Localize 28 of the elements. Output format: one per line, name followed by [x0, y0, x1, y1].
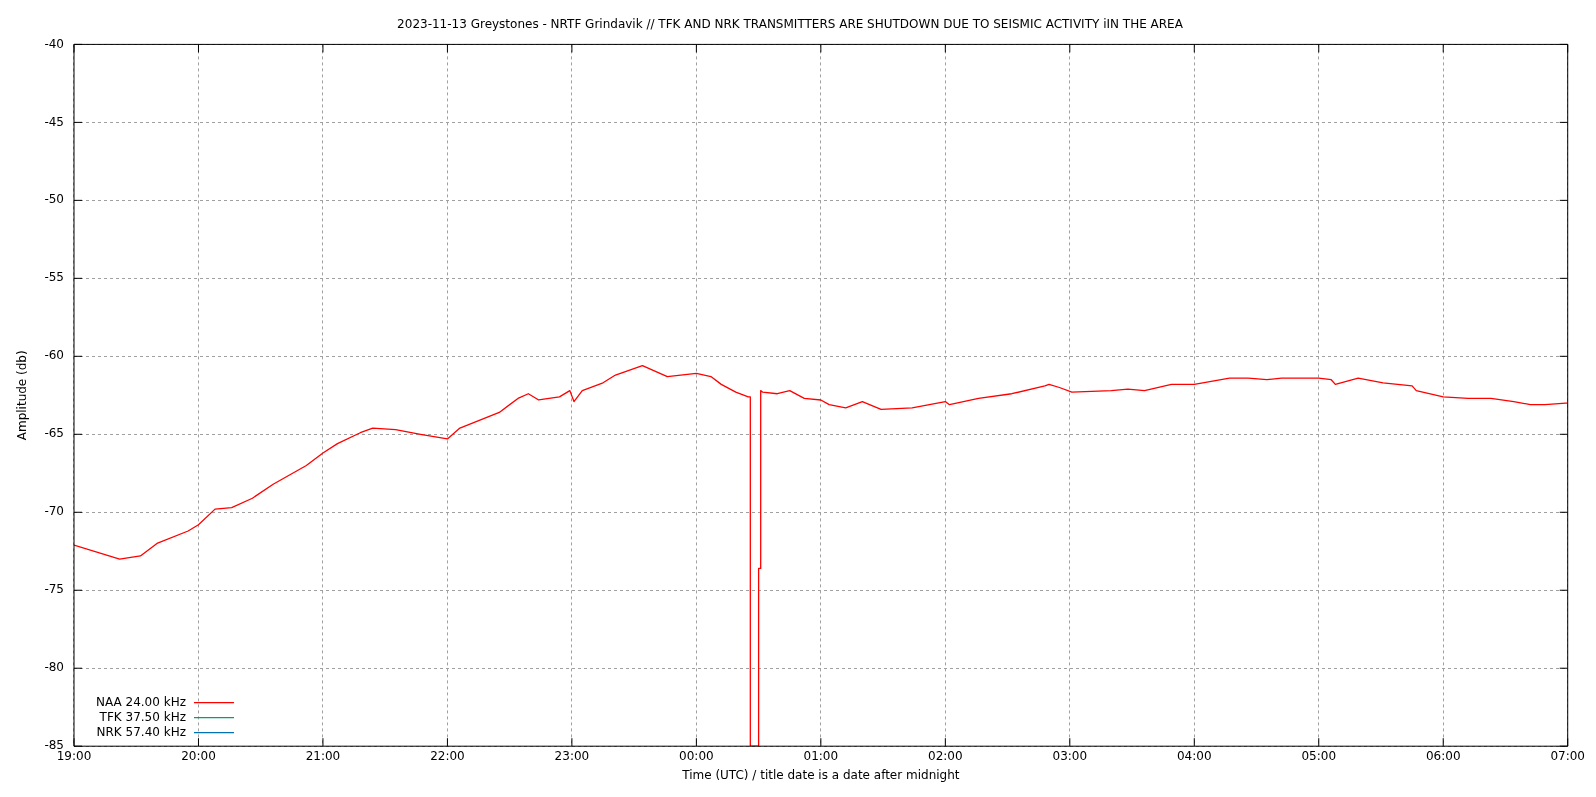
y-tick-label: -45: [44, 114, 64, 129]
x-tick-label: 01:00: [803, 748, 839, 763]
chart-title: 2023-11-13 Greystones - NRTF Grindavik // TFK AND NRK TRANSMITTERS ARE SHUTDOWN DUE TO SEISMIC ACTIVITY iIN THE AREA: [397, 17, 1184, 32]
x-tick-label: 02:00: [928, 748, 963, 763]
y-tick-label: -40: [44, 36, 64, 51]
y-axis-title: Amplitude (db): [15, 350, 30, 441]
x-tick-label: 00:00: [679, 748, 714, 763]
y-tick-label: -75: [44, 582, 64, 597]
y-tick-label: -50: [44, 192, 64, 207]
x-tick-label: 19:00: [56, 748, 92, 763]
y-tick-label: -70: [44, 504, 64, 519]
x-tick-label: 07:00: [1550, 748, 1586, 763]
x-tick-label: 22:00: [430, 748, 465, 763]
y-tick-label: -65: [44, 426, 64, 441]
y-tick-label: -80: [44, 660, 64, 675]
x-tick-label: 23:00: [554, 748, 590, 763]
legend-label: NRK 57.40 kHz: [96, 724, 186, 739]
x-tick-label: 21:00: [305, 748, 341, 763]
y-tick-label: -55: [44, 270, 64, 285]
x-tick-label: 06:00: [1425, 748, 1461, 763]
legend-label: NAA 24.00 kHz: [96, 694, 186, 709]
y-tick-label: -60: [44, 348, 64, 363]
legend-label: TFK 37.50 kHz: [98, 709, 186, 724]
x-tick-label: 03:00: [1052, 748, 1088, 763]
x-tick-label: 04:00: [1176, 748, 1212, 763]
x-tick-label: 20:00: [181, 748, 216, 763]
x-tick-label: 05:00: [1301, 748, 1337, 763]
x-axis-title: Time (UTC) / title date is a date after midnight: [681, 767, 960, 782]
